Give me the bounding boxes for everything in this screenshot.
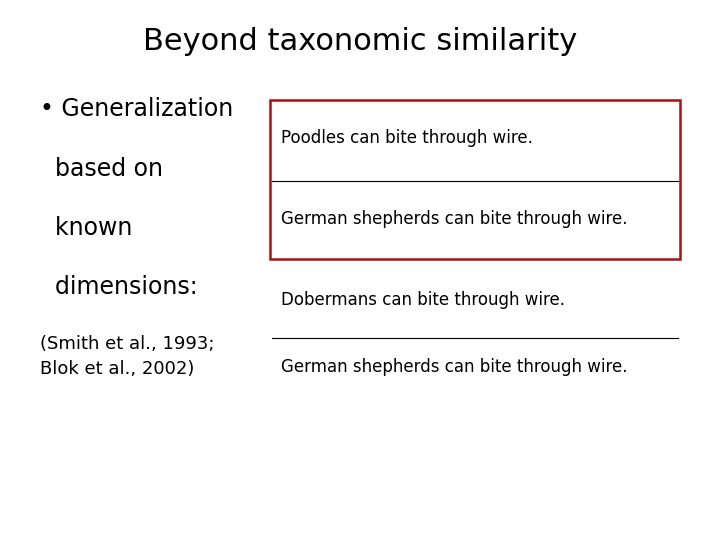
Text: Dobermans can bite through wire.: Dobermans can bite through wire.	[281, 291, 564, 309]
Text: German shepherds can bite through wire.: German shepherds can bite through wire.	[281, 358, 627, 376]
Text: German shepherds can bite through wire.: German shepherds can bite through wire.	[281, 210, 627, 228]
Text: (Smith et al., 1993;
Blok et al., 2002): (Smith et al., 1993; Blok et al., 2002)	[40, 335, 214, 378]
Text: Poodles can bite through wire.: Poodles can bite through wire.	[281, 129, 533, 147]
Text: Beyond taxonomic similarity: Beyond taxonomic similarity	[143, 27, 577, 56]
Bar	[270, 100, 680, 259]
Text: dimensions:: dimensions:	[40, 275, 197, 299]
Text: based on: based on	[40, 157, 163, 180]
Text: • Generalization: • Generalization	[40, 97, 233, 121]
Text: known: known	[40, 216, 132, 240]
